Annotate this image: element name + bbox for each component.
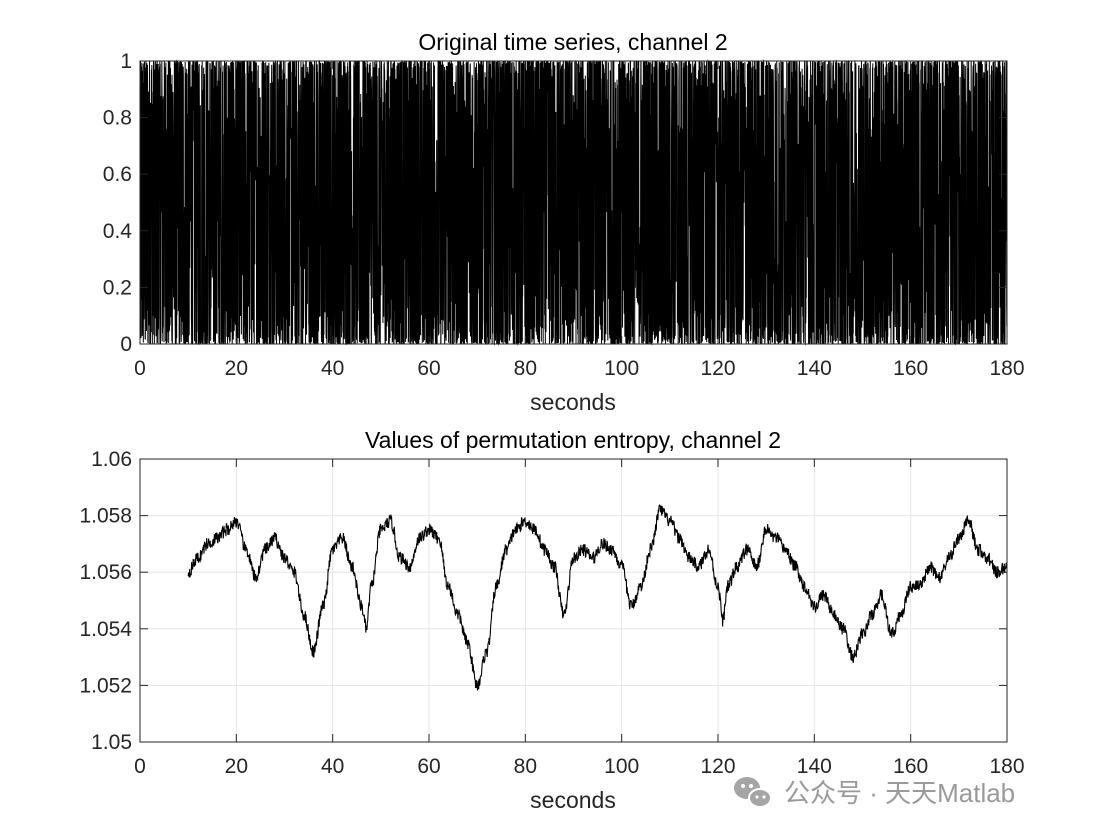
bottom-axes-box [139,458,1008,743]
bottom-x-tick-label: 180 [989,755,1024,778]
bottom-x-tick-label: 160 [893,755,928,778]
watermark: 公众号 · 天天Matlab [734,777,1015,808]
top-y-ticks: 0 0.2 0.4 0.6 0.8 1 [103,50,1007,356]
top-x-tick-label: 20 [225,357,248,380]
top-axes-box [139,60,1008,345]
bottom-x-tick-label: 60 [417,755,440,778]
bottom-y-tick-label: 1.056 [79,561,132,584]
bottom-y-tick-label: 1.052 [79,674,132,697]
top-y-tick-label: 0.8 [103,107,132,130]
top-y-tick-label: 0.4 [103,220,133,243]
bottom-x-tick-label: 40 [321,755,344,778]
top-x-tick-label: 180 [989,357,1024,380]
top-x-tick-label: 60 [417,357,440,380]
bottom-x-tick-label: 20 [225,755,248,778]
bottom-x-ticks: 0 20 40 60 80 100 120 140 160 180 [134,459,1025,778]
bottom-x-tick-label: 80 [514,755,537,778]
bottom-x-tick-label: 120 [700,755,735,778]
bottom-y-ticks: 1.05 1.052 1.054 1.056 1.058 1.06 [79,448,1007,754]
top-series-line [139,59,1008,346]
top-x-tick-label: 80 [514,357,537,380]
top-x-tick-label: 160 [893,357,928,380]
top-x-tick-label: 120 [700,357,735,380]
watermark-text: 公众号 · 天天Matlab [784,778,1015,808]
top-y-tick-label: 0.2 [103,276,132,299]
top-x-tick-label: 40 [321,357,344,380]
bottom-chart-title: Values of permutation entropy, channel 2 [365,427,781,453]
bottom-y-tick-label: 1.054 [79,618,132,641]
bottom-x-tick-label: 100 [604,755,639,778]
bottom-axes: 0 20 40 60 80 100 120 140 160 180 1.051.0521.0541… [79,427,1024,813]
bottom-x-tick-label: 0 [134,755,146,778]
bottom-x-tick-label: 140 [797,755,832,778]
bottom-axes-background [140,459,1007,742]
bottom-y-tick-label: 1.05 [91,731,132,754]
top-x-axis-label: seconds [530,389,616,415]
top-chart-title: Original time series, channel 2 [418,29,727,55]
top-axes: 0 20 40 60 80 100 120 140 160 180 00.20.40.60.81 … [103,29,1025,415]
top-x-tick-label: 0 [134,357,146,380]
bottom-x-axis-label: seconds [530,787,616,813]
top-x-tick-label: 100 [604,357,639,380]
top-x-ticks: 0 20 40 60 80 100 120 140 160 180 [134,61,1025,380]
bottom-y-tick-label: 1.06 [91,448,132,471]
top-x-tick-label: 140 [797,357,832,380]
wechat-icon [734,777,772,808]
bottom-y-tick-label: 1.058 [79,505,132,528]
top-y-tick-label: 0 [120,333,132,356]
bottom-series-line [187,504,1008,691]
top-y-tick-label: 1 [120,50,132,73]
top-y-tick-label: 0.6 [103,163,132,186]
